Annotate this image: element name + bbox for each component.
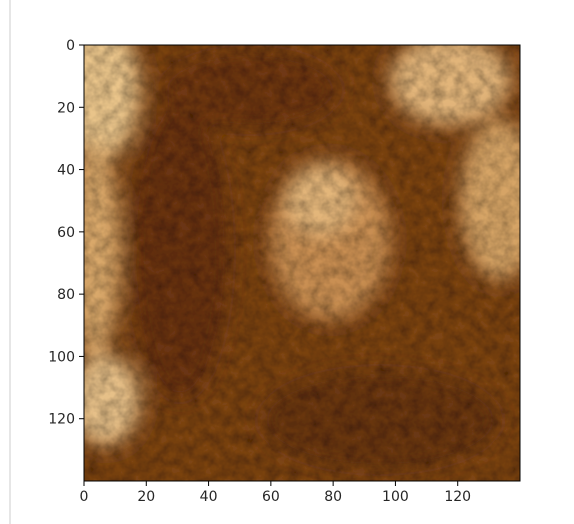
x-tick-label: 100 bbox=[382, 489, 409, 505]
x-tick-label: 60 bbox=[262, 489, 280, 505]
y-tick-label: 120 bbox=[48, 412, 75, 428]
plot-frame bbox=[83, 44, 521, 482]
x-tick-label: 40 bbox=[200, 489, 218, 505]
y-tick-label: 80 bbox=[57, 287, 75, 303]
x-tick-label: 20 bbox=[137, 489, 155, 505]
y-tick-label: 0 bbox=[66, 38, 75, 54]
y-tick-label: 40 bbox=[57, 163, 75, 179]
x-tick-label: 80 bbox=[324, 489, 342, 505]
y-tick-label: 60 bbox=[57, 225, 75, 241]
notebook-cell-border bbox=[9, 0, 11, 524]
y-tick-label: 20 bbox=[57, 100, 75, 116]
y-tick-label: 100 bbox=[48, 349, 75, 365]
x-tick-label: 0 bbox=[80, 489, 89, 505]
x-tick-label: 120 bbox=[444, 489, 471, 505]
heatmap-image bbox=[84, 45, 520, 481]
